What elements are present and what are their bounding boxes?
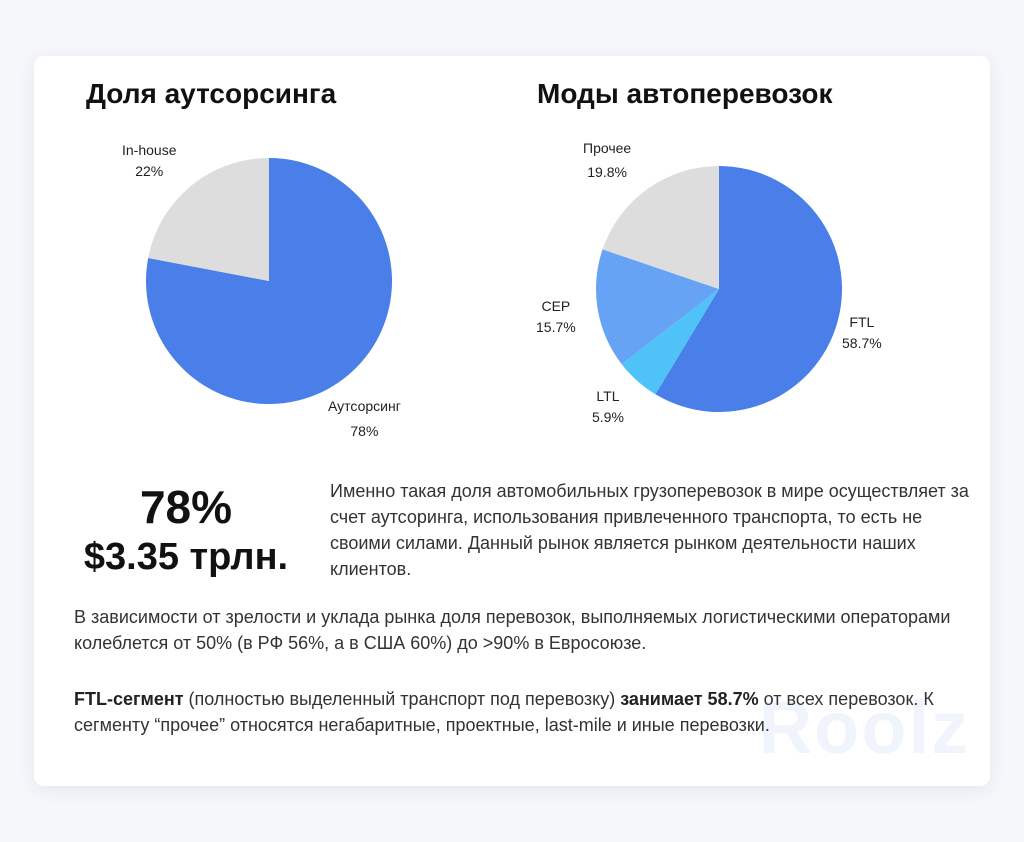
pie-label-ltl-name: LTL — [596, 388, 620, 404]
modes-slice-прочее — [602, 166, 719, 289]
content-card: Доля аутсорсинга Моды автоперевозок In-h… — [34, 56, 990, 786]
modes-slice-ftl — [655, 166, 843, 412]
highlight-market-size: $3.35 трлн. — [83, 536, 289, 578]
pie-label-outsourcing-name: Аутсорсинг — [328, 398, 401, 414]
pie-label-cep: CEP 15.7% — [536, 296, 576, 338]
outsourcing-slice-аутсорсинг — [146, 158, 393, 404]
ftl-share-bold: занимает 58.7% — [620, 689, 759, 709]
ftl-segment-text-2: от всех перевозок. К сегменту “прочее” о… — [74, 689, 934, 735]
pie-label-inhouse-name: In-house — [122, 142, 177, 158]
ftl-segment-bold: FTL-сегмент — [74, 689, 184, 709]
ftl-segment-paragraph: FTL-сегмент (полностью выделенный трансп… — [74, 686, 974, 738]
pie-label-ltl: LTL 5.9% — [592, 386, 624, 428]
outsourcing-description: Именно такая доля автомобильных грузопер… — [330, 481, 969, 579]
pie-label-other-value: 19.8% — [587, 164, 627, 180]
pie-label-ftl-value: 58.7% — [842, 335, 882, 351]
pie-label-outsourcing: Аутсорсинг 78% — [328, 396, 401, 442]
pie-label-inhouse: In-house 22% — [122, 140, 176, 182]
pie-label-ltl-value: 5.9% — [592, 409, 624, 425]
outsourcing-pie-chart — [146, 158, 393, 404]
pie-label-outsourcing-value: 78% — [350, 423, 379, 439]
outsourcing-slice-in-house — [148, 158, 269, 281]
ftl-segment-text-1: (полностью выделенный транспорт под пере… — [183, 689, 621, 709]
market-maturity-paragraph: В зависимости от зрелости и уклада рынка… — [74, 607, 951, 653]
pie-label-other: Прочее 19.8% — [583, 138, 631, 183]
pie-label-inhouse-value: 22% — [135, 163, 164, 179]
pie-label-other-name: Прочее — [583, 140, 632, 156]
pie-label-cep-value: 15.7% — [536, 319, 576, 335]
modes-slice-cep — [596, 249, 719, 365]
modes-chart-title: Моды автоперевозок — [537, 78, 833, 109]
transport-modes-pie-chart — [596, 166, 843, 412]
outsourcing-chart-title: Доля аутсорсинга — [86, 78, 337, 109]
pie-label-ftl: FTL 58.7% — [842, 312, 882, 354]
pie-label-cep-name: CEP — [541, 298, 571, 314]
highlight-percent: 78% — [139, 481, 233, 533]
pie-label-ftl-name: FTL — [849, 314, 875, 330]
modes-slice-ltl — [621, 289, 719, 395]
